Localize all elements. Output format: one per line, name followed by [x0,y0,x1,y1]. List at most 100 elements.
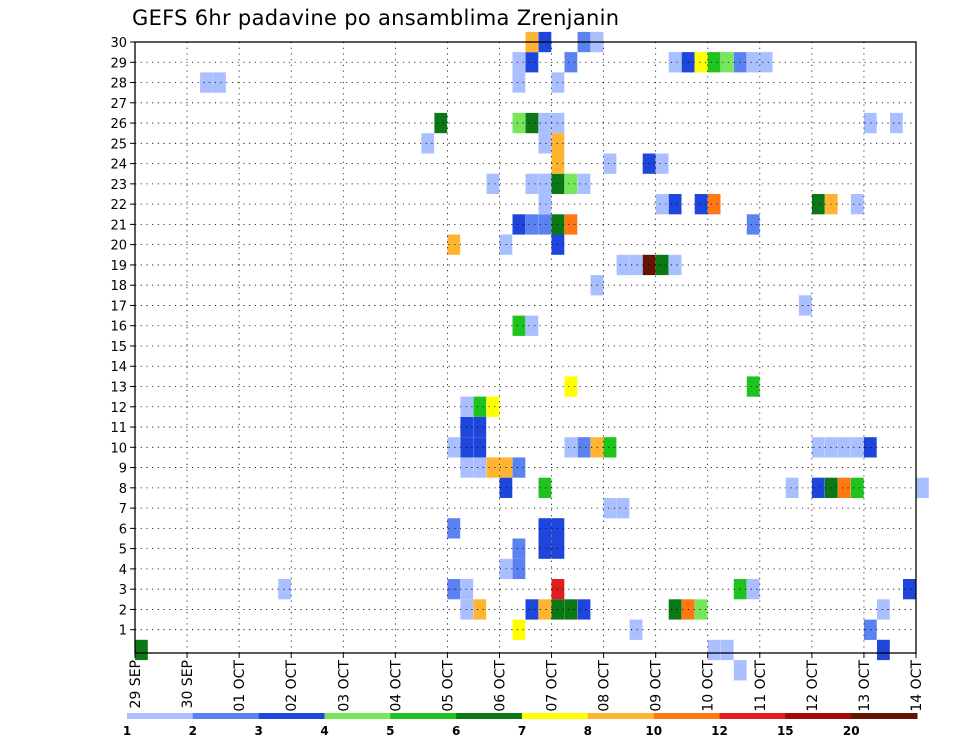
y-tick-label: 21 [110,218,127,233]
heat-cell [694,52,708,73]
y-tick-label: 17 [110,299,127,314]
heat-cell [512,619,526,640]
heat-cell [577,599,591,620]
heat-cell [694,599,708,620]
heat-cell [473,457,487,478]
heat-cell [473,599,487,620]
heat-cell [707,52,721,73]
heat-cell [668,194,682,215]
heat-cell [603,153,617,174]
y-tick-label: 29 [110,56,127,71]
legend-label: 12 [711,724,728,738]
y-tick-label: 19 [110,259,127,274]
heat-cell [890,112,903,134]
x-tick-label: 06 OCT [493,660,509,712]
heat-cell [668,254,682,276]
y-tick-label: 7 [119,502,127,517]
x-tick-label: 29 SEP [128,660,144,708]
heat-cell [473,416,487,438]
legend-label: 10 [645,724,662,738]
y-tick-label: 11 [110,421,127,436]
y-tick-label: 3 [119,583,127,598]
legend-label: 2 [189,724,197,738]
heat-cell [655,194,669,215]
legend-label: 20 [843,724,860,738]
heat-cell [603,437,617,458]
legend-label: 3 [255,724,263,738]
heat-cell [512,52,526,73]
y-tick-label: 20 [110,239,127,254]
heat-cell [603,498,617,519]
heat-cell [200,72,213,93]
legend-swatch [522,713,589,719]
heat-cell [811,437,825,458]
chart-title: GEFS 6hr padavine po ansamblima Zrenjani… [132,6,620,30]
y-tick-label: 16 [110,320,127,335]
heat-cell [564,52,578,73]
heat-cell [655,153,669,174]
heat-cell [538,477,552,498]
heat-cell [746,214,760,235]
heat-cell [616,498,630,519]
heat-cell [811,477,825,498]
heat-cell [707,194,721,215]
y-tick-label: 13 [110,381,127,396]
heat-cell [629,254,643,276]
heat-cell [746,376,760,397]
legend-swatch [324,713,391,719]
heat-cell [538,133,552,154]
heat-cell [655,254,669,276]
heat-cell [525,315,539,336]
heat-cell [447,579,461,600]
y-tick-label: 25 [110,137,127,152]
x-tick-label: 04 OCT [388,660,404,712]
y-tick-label: 24 [110,158,127,173]
y-tick-label: 12 [110,401,127,416]
legend-label: 4 [320,724,328,738]
legend-swatch [719,713,786,719]
heat-cell [798,295,812,316]
heat-cell [850,477,864,498]
heat-cell [486,457,500,478]
legend-label: 15 [777,724,794,738]
x-tick-label: 02 OCT [284,660,300,712]
heat-cell [837,477,851,498]
heat-cell [538,518,552,539]
legend-swatch [785,713,852,719]
legend-swatch [127,713,194,719]
heat-cell [447,518,461,539]
legend-label: 1 [123,724,131,738]
y-tick-label: 1 [119,624,127,639]
heat-cell [135,639,148,661]
heat-cell [525,214,539,235]
heat-cell [538,194,552,215]
y-tick-label: 10 [110,441,127,456]
y-tick-label: 2 [119,603,127,618]
x-tick-label: 07 OCT [545,660,561,712]
heat-cell [434,112,448,134]
y-tick-label: 30 [110,36,127,51]
heat-cell [447,437,461,458]
heat-cell [525,599,539,620]
heat-cell [577,173,591,194]
heat-cell [629,619,643,640]
heat-cell [421,133,435,154]
heat-cell [512,112,526,134]
heat-cell [564,214,578,235]
y-tick-label: 8 [119,482,127,497]
x-tick-label: 05 OCT [440,660,456,712]
x-tick-label: 03 OCT [336,660,352,712]
heat-cell [486,396,500,417]
heat-cell [564,173,578,194]
heat-cell [733,660,747,681]
x-tick-label: 12 OCT [805,660,821,712]
x-tick-label: 08 OCT [597,660,613,712]
heat-cell [512,214,526,235]
y-tick-label: 28 [110,77,127,92]
x-tick-label: 13 OCT [857,660,873,712]
x-tick-label: 11 OCT [753,660,769,712]
heat-cell [512,315,526,336]
legend-swatch [456,713,523,719]
heat-cell [512,538,526,559]
